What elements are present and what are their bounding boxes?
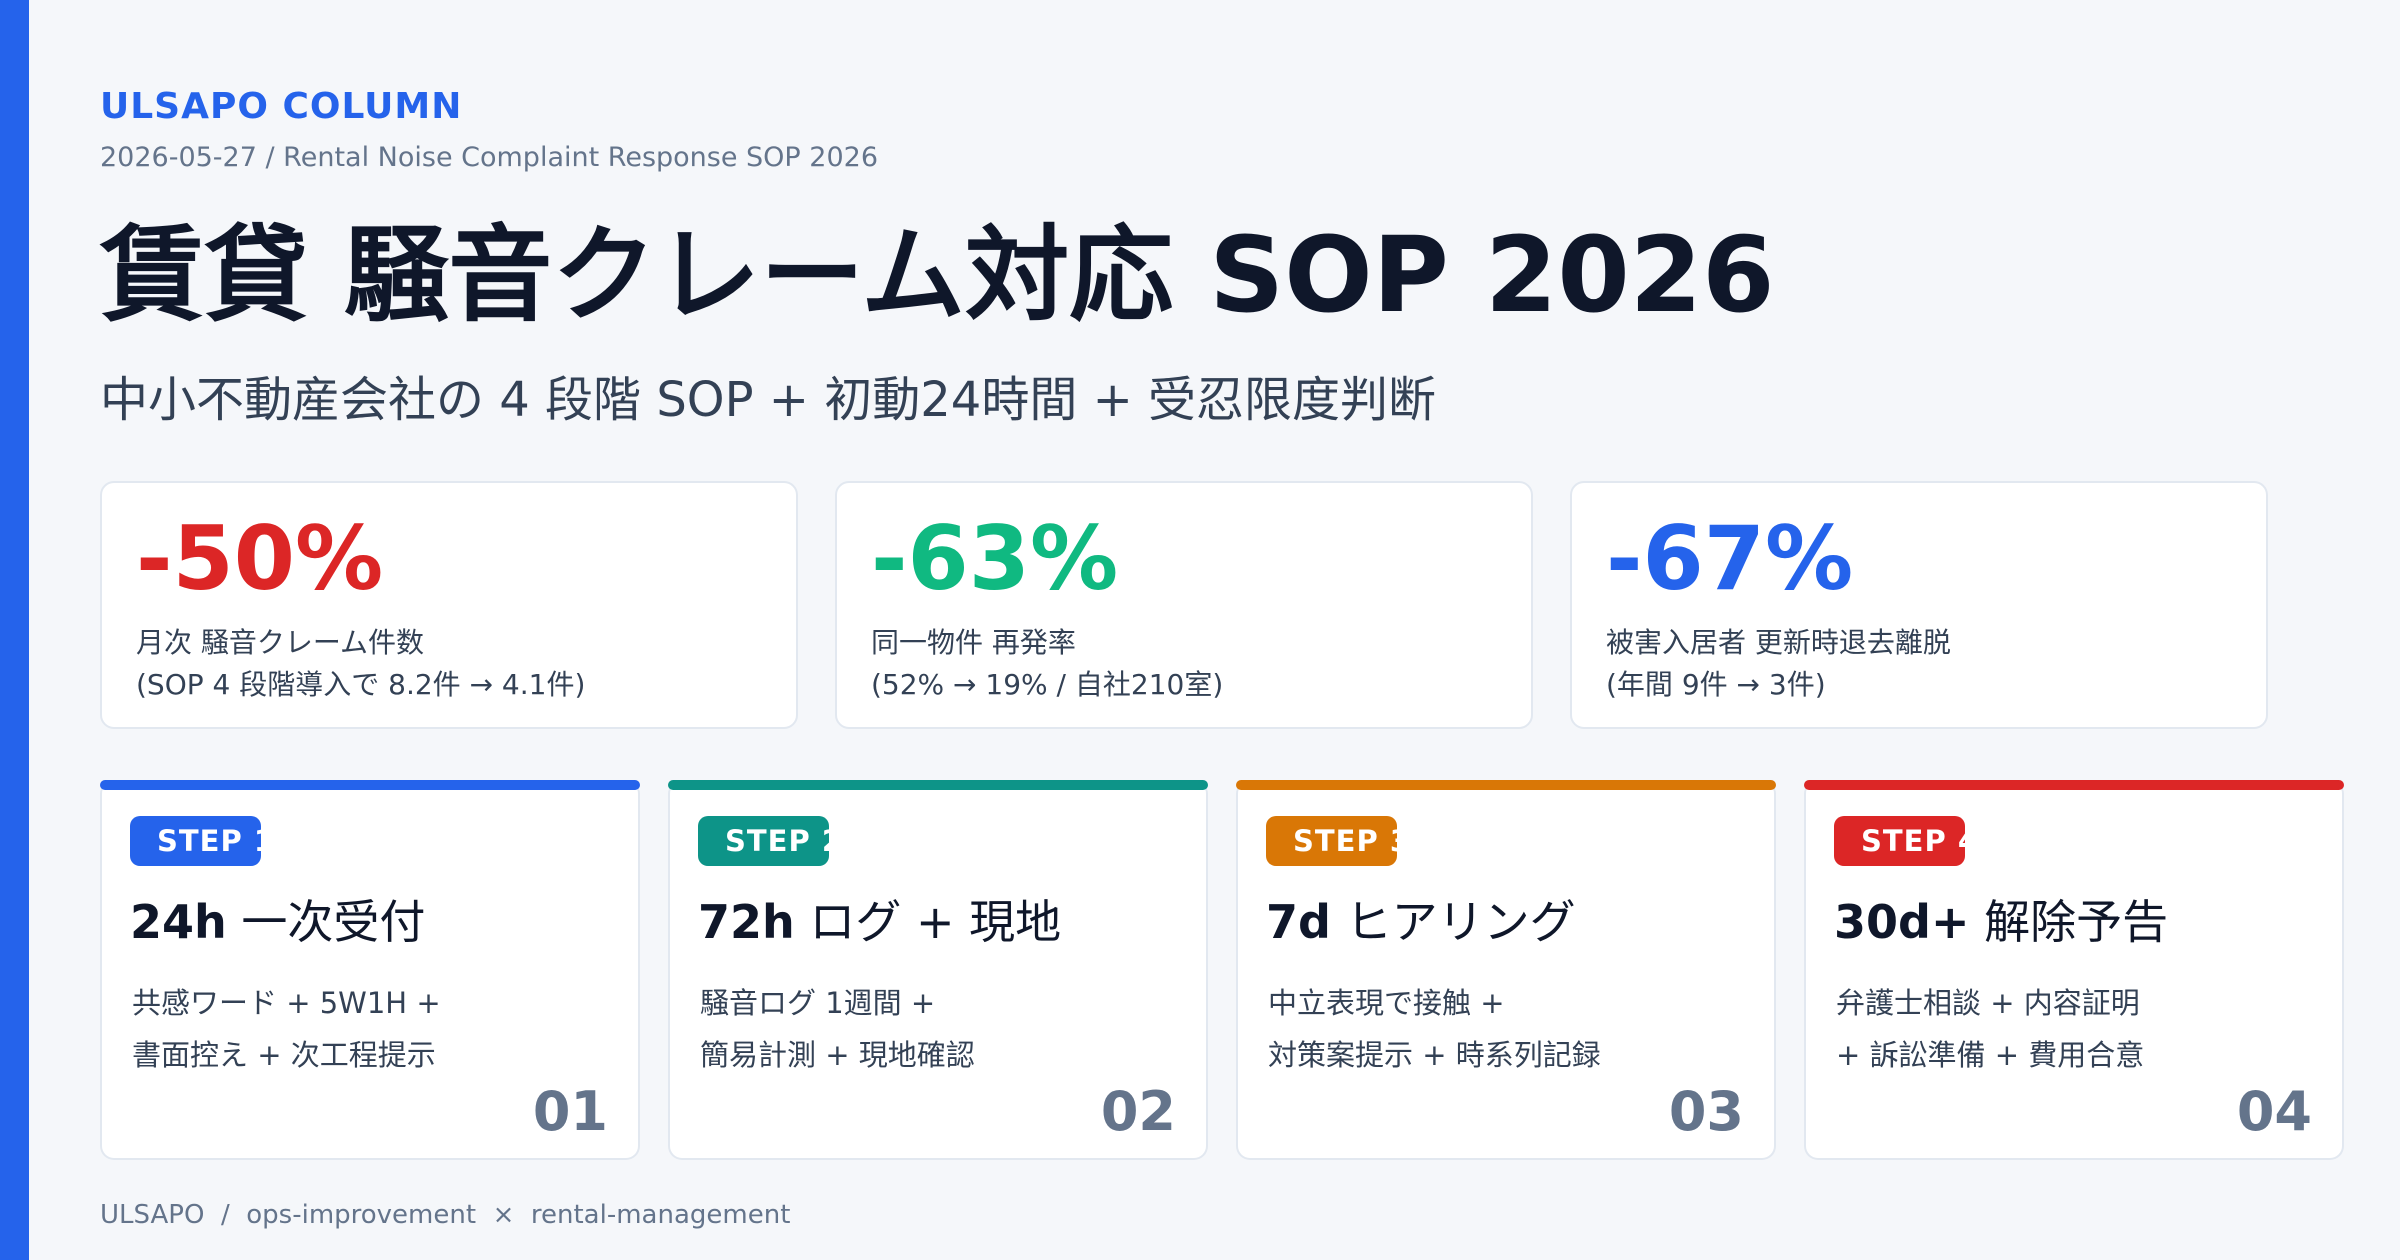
step-name: 一次受付 [241, 895, 426, 949]
page-subtitle: 中小不動産会社の 4 段階 SOP + 初動24時間 + 受忍限度判断 [100, 372, 1437, 428]
step-desc-line2: 簡易計測 + 現地確認 [700, 1038, 975, 1072]
stat-value: -63% [871, 507, 1119, 610]
step-color-bar [100, 780, 640, 790]
stat-value: -67% [1606, 507, 1854, 610]
stat-card-complaints: -50% 月次 騒音クレーム件数 (SOP 4 段階導入で 8.2件 → 4.1… [100, 481, 798, 729]
stat-card-move-out: -67% 被害入居者 更新時退去離脱 (年間 9件 → 3件) [1570, 481, 2268, 729]
stat-card-recurrence: -63% 同一物件 再発率 (52% → 19% / 自社210室) [835, 481, 1533, 729]
step-desc-line1: 共感ワード + 5W1H + [132, 986, 441, 1020]
page-title: 賃貸 騒音クレーム対応 SOP 2026 [100, 214, 1775, 336]
step-number: 01 [532, 1080, 608, 1143]
step-badge: STEP 2 [698, 816, 829, 866]
step-heading: 30d+ 解除予告 [1834, 886, 2168, 952]
step-time: 30d+ [1834, 895, 1970, 949]
stat-detail: (SOP 4 段階導入で 8.2件 → 4.1件) [136, 668, 586, 701]
step-card-2: STEP 2 72h ログ + 現地 騒音ログ 1週間 + 簡易計測 + 現地確… [668, 780, 1208, 1160]
step-badge: STEP 3 [1266, 816, 1397, 866]
stat-label: 同一物件 再発率 [871, 626, 1076, 659]
step-time: 7d [1266, 895, 1331, 949]
step-card-3: STEP 3 7d ヒアリング 中立表現で接触 + 対策案提示 + 時系列記録 … [1236, 780, 1776, 1160]
step-color-bar [1804, 780, 2344, 790]
step-time: 24h [130, 895, 227, 949]
step-desc-line1: 弁護士相談 + 内容証明 [1836, 986, 2140, 1020]
step-desc-line2: 対策案提示 + 時系列記録 [1268, 1038, 1601, 1072]
step-heading: 7d ヒアリング [1266, 886, 1576, 952]
step-number: 04 [2236, 1080, 2312, 1143]
step-desc-line2: + 訴訟準備 + 費用合意 [1836, 1038, 2145, 1072]
step-name: ヒアリング [1345, 895, 1576, 949]
step-card-4: STEP 4 30d+ 解除予告 弁護士相談 + 内容証明 + 訴訟準備 + 費… [1804, 780, 2344, 1160]
step-name: 解除予告 [1984, 895, 2169, 949]
step-color-bar [1236, 780, 1776, 790]
step-desc-line1: 騒音ログ 1週間 + [700, 986, 936, 1020]
step-card-1: STEP 1 24h 一次受付 共感ワード + 5W1H + 書面控え + 次工… [100, 780, 640, 1160]
step-color-bar [668, 780, 1208, 790]
step-name: ログ + 現地 [809, 895, 1062, 949]
left-accent-bar [0, 0, 29, 1260]
brand-label: ULSAPO COLUMN [100, 86, 463, 127]
step-heading: 24h 一次受付 [130, 886, 425, 952]
step-desc-line2: 書面控え + 次工程提示 [132, 1038, 436, 1072]
footer-tags: ULSAPO / ops-improvement × rental-manage… [100, 1200, 791, 1230]
stat-detail: (年間 9件 → 3件) [1606, 668, 1826, 701]
step-number: 03 [1668, 1080, 1744, 1143]
meta-line: 2026-05-27 / Rental Noise Complaint Resp… [100, 142, 879, 173]
step-badge: STEP 1 [130, 816, 261, 866]
step-heading: 72h ログ + 現地 [698, 886, 1061, 952]
step-time: 72h [698, 895, 795, 949]
step-badge: STEP 4 [1834, 816, 1965, 866]
stat-label: 月次 騒音クレーム件数 [136, 626, 425, 659]
step-desc-line1: 中立表現で接触 + [1268, 986, 1505, 1020]
stat-value: -50% [136, 507, 384, 610]
stat-label: 被害入居者 更新時退去離脱 [1606, 626, 1951, 659]
stat-detail: (52% → 19% / 自社210室) [871, 668, 1224, 701]
step-number: 02 [1100, 1080, 1176, 1143]
